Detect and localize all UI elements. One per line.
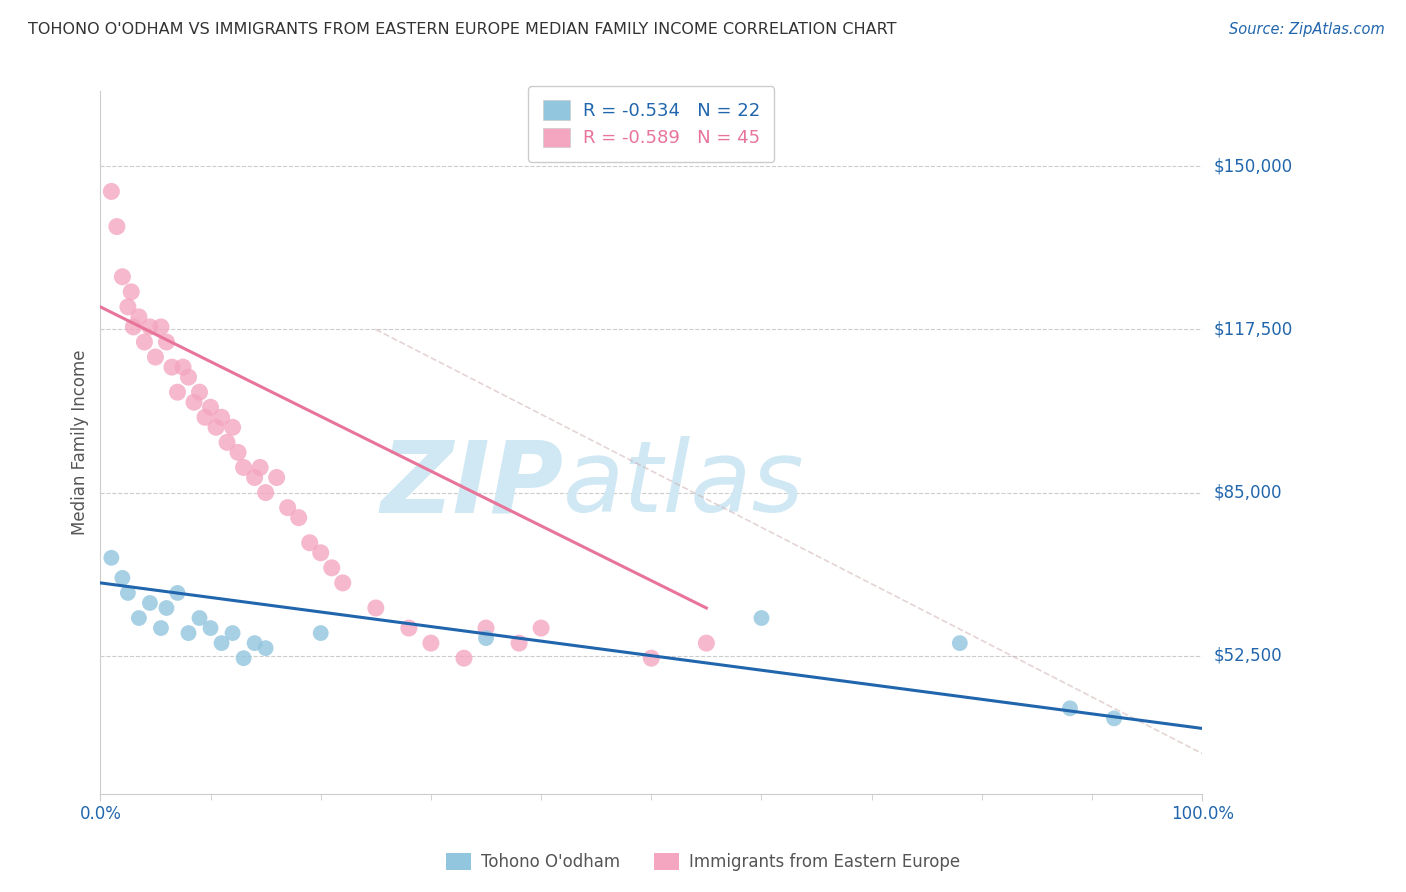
Point	[266, 470, 288, 484]
Text: ZIP: ZIP	[380, 436, 564, 533]
Point	[128, 611, 150, 625]
Point	[751, 611, 773, 625]
Point	[177, 370, 200, 384]
Point	[166, 586, 188, 600]
Point	[232, 460, 254, 475]
Point	[221, 626, 243, 640]
Point	[139, 320, 162, 334]
Point	[188, 611, 211, 625]
Point	[215, 435, 238, 450]
Point	[321, 561, 343, 575]
Point	[298, 535, 321, 549]
Point	[211, 636, 233, 650]
Point	[332, 575, 354, 590]
Point	[105, 219, 128, 234]
Point	[111, 571, 134, 585]
Point	[254, 641, 277, 656]
Point	[200, 621, 222, 635]
Legend: Tohono O'odham, Immigrants from Eastern Europe: Tohono O'odham, Immigrants from Eastern …	[437, 845, 969, 880]
Point	[221, 420, 243, 434]
Point	[243, 636, 266, 650]
Point	[194, 410, 217, 425]
Point	[100, 550, 122, 565]
Point	[117, 300, 139, 314]
Text: atlas: atlas	[564, 436, 804, 533]
Point	[249, 460, 271, 475]
Point	[364, 601, 387, 615]
Point	[530, 621, 553, 635]
Point	[949, 636, 972, 650]
Point	[177, 626, 200, 640]
Text: Source: ZipAtlas.com: Source: ZipAtlas.com	[1229, 22, 1385, 37]
Point	[695, 636, 717, 650]
Point	[128, 310, 150, 324]
Point	[139, 596, 162, 610]
Text: $52,500: $52,500	[1213, 647, 1282, 665]
Point	[1102, 711, 1125, 725]
Point	[160, 360, 183, 375]
Point	[287, 510, 309, 524]
Point	[211, 410, 233, 425]
Point	[117, 586, 139, 600]
Point	[398, 621, 420, 635]
Point	[640, 651, 662, 665]
Point	[134, 334, 156, 349]
Point	[419, 636, 441, 650]
Y-axis label: Median Family Income: Median Family Income	[72, 350, 89, 535]
Point	[475, 621, 498, 635]
Point	[200, 401, 222, 415]
Point	[453, 651, 475, 665]
Point	[149, 621, 172, 635]
Point	[309, 546, 332, 560]
Point	[232, 651, 254, 665]
Point	[183, 395, 205, 409]
Text: TOHONO O'ODHAM VS IMMIGRANTS FROM EASTERN EUROPE MEDIAN FAMILY INCOME CORRELATIO: TOHONO O'ODHAM VS IMMIGRANTS FROM EASTER…	[28, 22, 897, 37]
Point	[155, 601, 177, 615]
Point	[145, 350, 167, 364]
Point	[508, 636, 530, 650]
Point	[100, 185, 122, 199]
Point	[155, 334, 177, 349]
Text: $85,000: $85,000	[1213, 483, 1282, 501]
Point	[120, 285, 142, 299]
Point	[475, 631, 498, 645]
Point	[149, 320, 172, 334]
Point	[166, 385, 188, 400]
Point	[188, 385, 211, 400]
Point	[205, 420, 228, 434]
Point	[277, 500, 299, 515]
Legend: R = -0.534   N = 22, R = -0.589   N = 45: R = -0.534 N = 22, R = -0.589 N = 45	[529, 86, 775, 162]
Text: $150,000: $150,000	[1213, 157, 1292, 176]
Point	[1059, 701, 1081, 715]
Point	[226, 445, 249, 459]
Point	[243, 470, 266, 484]
Text: $117,500: $117,500	[1213, 320, 1292, 338]
Point	[172, 360, 194, 375]
Point	[122, 320, 145, 334]
Point	[309, 626, 332, 640]
Point	[111, 269, 134, 284]
Point	[254, 485, 277, 500]
